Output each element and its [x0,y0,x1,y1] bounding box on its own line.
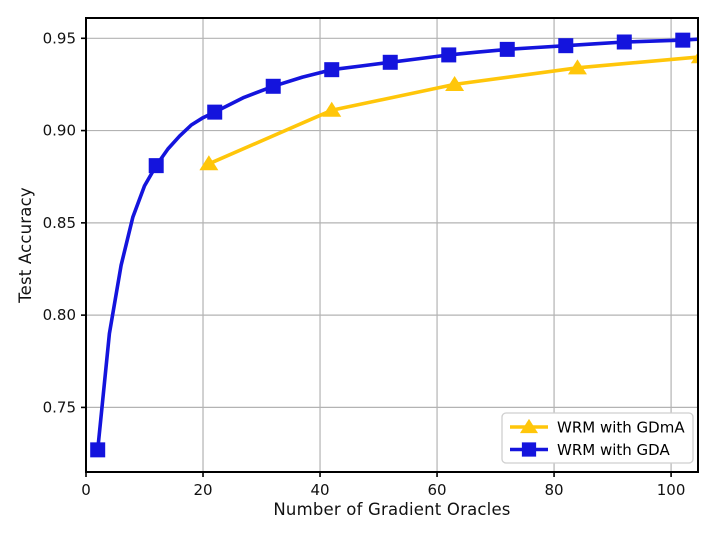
series-wrm-with-gda [90,32,698,458]
x-tick-label: 20 [193,481,212,499]
square-marker [90,442,106,458]
x-tick-label: 60 [428,481,447,499]
triangle-marker [567,59,587,75]
legend-label: WRM with GDA [557,441,670,459]
series-wrm-with-gdma [199,51,698,171]
square-marker [324,62,340,78]
y-tick-label: 0.90 [43,122,76,140]
square-marker [675,32,691,48]
y-tick-label: 0.75 [43,398,76,416]
legend-entry-wrm-with-gdma: WRM with GDmA [510,419,685,437]
legend: WRM with GDmA WRM with GDA [501,412,694,464]
triangle-marker [445,75,465,91]
y-tick-label: 0.95 [43,29,76,47]
legend-box [501,412,694,464]
x-tick-label: 100 [657,481,686,499]
x-tick-label: 0 [81,481,91,499]
square-marker [499,41,515,57]
gridlines [85,18,698,472]
square-marker [616,34,632,50]
triangle-marker [199,155,219,171]
x-tick-label: 40 [310,481,329,499]
x-tick-label: 80 [545,481,564,499]
triangle-marker [519,418,539,434]
square-marker [148,158,164,174]
series-line [95,37,698,452]
legend-label: WRM with GDmA [557,419,685,437]
triangle-marker [322,101,342,117]
square-marker [441,47,457,63]
x-axis: 0 20 40 60 80 100 [81,472,685,499]
square-marker [521,442,537,457]
triangle-marker [690,51,698,64]
y-axis: 0.75 0.80 0.85 0.90 0.95 [43,29,86,416]
y-tick-label: 0.85 [43,214,76,232]
square-marker [382,54,398,70]
square-marker [207,104,223,120]
y-tick-label: 0.80 [43,306,76,324]
x-axis-label: Number of Gradient Oracles [273,500,511,519]
square-marker [265,78,281,94]
series-line [207,55,698,166]
legend-entry-wrm-with-gda: WRM with GDA [510,441,670,459]
plot-border [85,17,699,473]
y-axis-label: Test Accuracy [16,187,35,303]
square-marker [558,38,574,54]
